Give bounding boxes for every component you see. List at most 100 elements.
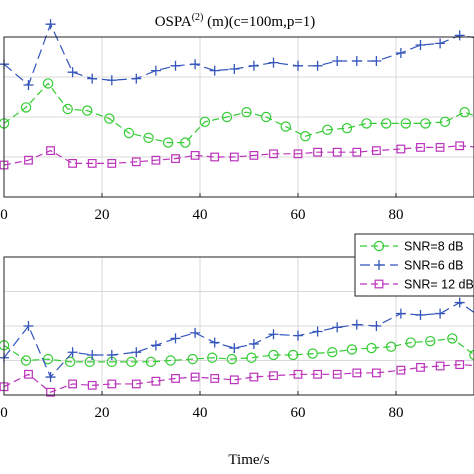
data-point — [327, 347, 338, 358]
data-point — [293, 369, 303, 379]
x-tick-label: 20 — [95, 405, 110, 421]
top-plot: 0 20 40 60 80 — [0, 19, 474, 223]
data-point — [268, 57, 279, 68]
data-point — [313, 147, 322, 157]
data-point — [332, 369, 342, 379]
top-plot-series — [0, 19, 474, 170]
data-point — [395, 48, 406, 58]
data-point — [346, 344, 358, 355]
series-line — [3, 82, 474, 144]
data-point — [341, 122, 353, 134]
data-point — [23, 321, 34, 331]
data-point — [361, 118, 372, 129]
data-point — [84, 356, 95, 368]
data-point — [131, 157, 141, 167]
legend-item: SNR= 12 dB — [360, 278, 474, 292]
data-point — [268, 349, 279, 361]
data-point — [249, 372, 259, 382]
data-point — [170, 60, 181, 71]
x-tick-label: 40 — [193, 207, 208, 223]
data-point — [454, 297, 465, 308]
data-point — [171, 154, 180, 164]
x-tick-label: 80 — [389, 405, 404, 421]
data-point — [87, 73, 98, 84]
data-point — [226, 353, 238, 365]
data-point — [366, 342, 377, 354]
data-point — [24, 369, 33, 379]
bottom-plot-series — [0, 297, 474, 397]
legend-label: SNR=8 dB — [404, 240, 463, 254]
title-superscript: (2) — [192, 12, 204, 23]
data-point — [87, 349, 98, 360]
data-point — [352, 147, 362, 157]
data-point — [248, 60, 259, 71]
data-point — [151, 376, 161, 386]
series-1 — [0, 19, 474, 90]
data-point — [287, 349, 299, 361]
x-tick-label: 0 — [0, 207, 8, 223]
legend-item: SNR=8 dB — [360, 240, 463, 254]
data-point — [229, 152, 239, 162]
data-point — [20, 355, 32, 366]
chart-title: OSPA(2) (m)(c=100m,p=1) — [155, 12, 316, 30]
data-point — [381, 118, 392, 129]
data-point — [371, 321, 382, 331]
data-point — [459, 106, 470, 118]
data-point — [42, 353, 54, 365]
data-point — [210, 152, 220, 162]
data-point — [280, 121, 291, 132]
bottom-plot-axes-box — [3, 256, 474, 396]
data-point — [312, 326, 323, 337]
data-point — [435, 143, 445, 152]
data-point — [300, 130, 311, 142]
data-point — [435, 361, 445, 371]
data-point — [405, 337, 416, 348]
data-point — [351, 319, 362, 330]
legend-marker — [373, 240, 385, 252]
data-point — [416, 143, 425, 152]
x-axis-label: Time/s — [228, 452, 269, 468]
data-point — [162, 137, 174, 148]
legend: SNR=8 dB SNR=6 dB SNR= 12 dB — [354, 233, 474, 297]
data-point — [67, 67, 78, 78]
legend-label: SNR= 12 dB — [404, 278, 474, 292]
data-point — [107, 159, 117, 168]
data-point — [150, 65, 161, 76]
data-point — [67, 347, 78, 358]
data-point — [371, 56, 382, 66]
data-point — [23, 80, 34, 90]
series-2 — [0, 360, 474, 397]
data-point — [425, 335, 436, 347]
data-point — [454, 30, 465, 41]
x-tick-label: 80 — [389, 207, 404, 223]
data-point — [45, 19, 56, 30]
data-point — [269, 149, 278, 159]
data-point — [199, 116, 211, 128]
data-point — [332, 322, 343, 333]
x-tick-label: 60 — [291, 405, 306, 421]
data-point — [123, 127, 135, 139]
x-tick-label: 40 — [193, 405, 208, 421]
series-0 — [0, 78, 474, 148]
data-point — [332, 147, 342, 157]
data-point — [246, 352, 257, 363]
data-point — [207, 352, 218, 363]
data-point — [180, 137, 191, 148]
data-point — [46, 146, 55, 156]
data-point — [170, 333, 181, 344]
data-point — [469, 349, 474, 361]
data-point — [241, 106, 252, 118]
data-point — [229, 375, 239, 385]
data-point — [131, 347, 142, 358]
data-point — [260, 111, 272, 123]
data-point — [104, 113, 115, 124]
data-point — [307, 348, 318, 359]
series-line — [3, 22, 474, 87]
data-point — [249, 151, 259, 160]
data-point — [143, 132, 154, 143]
data-point — [210, 374, 220, 383]
x-tick-label: 0 — [0, 405, 8, 421]
data-point — [190, 59, 201, 70]
data-point — [20, 102, 32, 113]
data-point — [415, 40, 426, 50]
